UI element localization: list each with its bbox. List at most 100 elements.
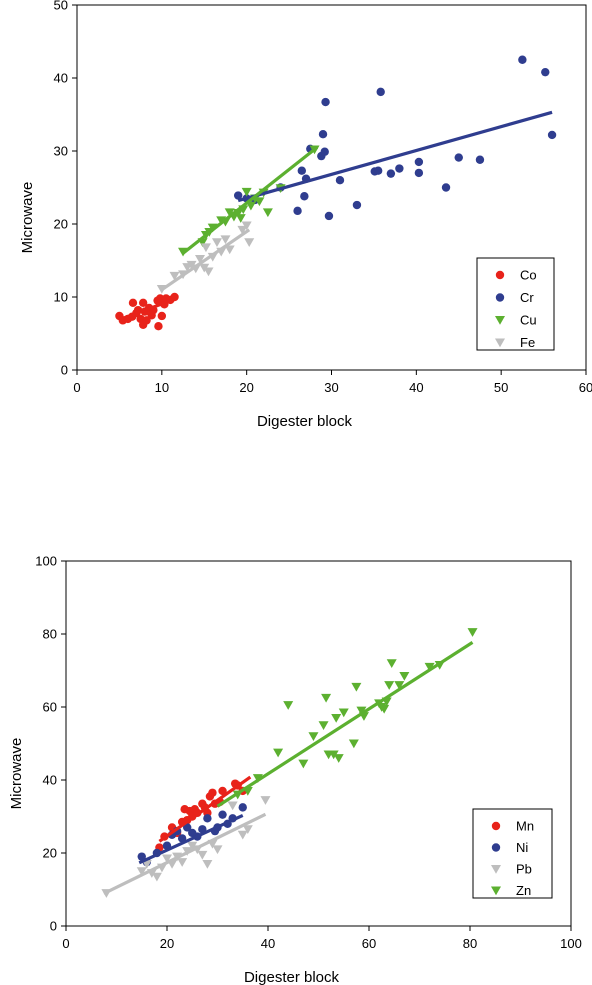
legend-marker-ni	[491, 843, 501, 852]
data-point	[177, 858, 188, 867]
data-point	[379, 704, 390, 714]
data-point	[224, 245, 235, 255]
trend-line-cu	[181, 146, 319, 256]
series-co	[115, 292, 179, 331]
legend-box	[476, 257, 555, 351]
legend-marker-co	[495, 270, 505, 280]
x-tick-label: 80	[463, 936, 477, 951]
x-axis-label: Digester block	[244, 969, 340, 985]
data-point	[218, 810, 227, 819]
legend-marker-zn	[491, 886, 501, 896]
data-point	[211, 238, 222, 247]
data-point	[208, 788, 217, 797]
data-point	[187, 841, 198, 851]
plot-area	[115, 55, 557, 331]
data-point	[233, 191, 243, 200]
data-point	[424, 662, 435, 672]
legend-label-co: Co	[520, 268, 537, 283]
y-tick-label: 10	[54, 290, 68, 305]
trend-line-pb	[103, 812, 267, 895]
y-tick-label: 60	[43, 700, 57, 715]
data-point	[242, 825, 253, 835]
trend-line-co	[118, 297, 176, 322]
data-point	[328, 750, 339, 760]
data-point	[386, 659, 397, 668]
y-tick-label: 40	[54, 71, 68, 86]
y-tick-label: 100	[35, 554, 57, 569]
trend-line-zn	[216, 641, 474, 808]
data-point	[394, 681, 405, 690]
data-point	[203, 267, 214, 277]
y-tick-label: 50	[54, 0, 68, 13]
legend-label-cr: Cr	[520, 290, 534, 305]
data-point	[356, 706, 367, 716]
data-point	[151, 872, 162, 882]
data-point	[224, 208, 235, 218]
data-point	[203, 814, 212, 823]
y-tick-label: 80	[43, 627, 57, 642]
data-point	[475, 155, 485, 164]
data-point	[241, 221, 252, 231]
legend-label-pb: Pb	[516, 862, 532, 877]
data-point	[142, 316, 151, 325]
plot-frame	[65, 560, 572, 927]
data-point	[318, 721, 329, 730]
x-tick-label: 60	[579, 380, 592, 395]
data-point	[308, 732, 319, 741]
data-point	[200, 243, 211, 253]
legend: Co Cr Cu Fe	[476, 257, 555, 351]
x-tick-label: 50	[494, 380, 508, 395]
x-axis-label: Digester block	[257, 413, 353, 430]
data-point	[338, 708, 349, 718]
data-point	[273, 748, 284, 758]
data-point	[241, 187, 252, 197]
x-tick-label: 40	[261, 936, 275, 951]
data-point	[254, 197, 265, 207]
data-point	[348, 739, 359, 749]
data-point	[128, 298, 138, 308]
data-point	[197, 850, 208, 860]
data-point	[399, 671, 410, 681]
data-point	[136, 867, 147, 876]
x-tick-label: 100	[560, 936, 582, 951]
x-tick-label: 20	[160, 936, 174, 951]
data-point	[212, 845, 223, 855]
legend-marker-cr	[495, 293, 505, 302]
x-tick-label: 0	[62, 936, 69, 951]
data-point	[283, 701, 294, 710]
trend-line-fe	[160, 228, 251, 292]
data-point	[262, 208, 273, 218]
legend-label-fe: Fe	[520, 335, 535, 350]
data-point	[414, 168, 424, 178]
data-point	[237, 225, 248, 235]
data-point	[297, 166, 307, 175]
data-point	[321, 693, 332, 703]
y-axis-label: Microwave	[19, 182, 36, 254]
legend-marker-mn	[491, 821, 501, 831]
data-point	[331, 713, 342, 723]
chart-panel-1: 0 10 20 30 40 50 60 0 10 20 30 40 50 Digester block Mi…	[19, 0, 592, 430]
legend-label-cu: Cu	[520, 313, 537, 328]
data-point	[384, 681, 395, 690]
data-point	[541, 67, 550, 77]
data-point	[195, 255, 206, 264]
data-point	[183, 823, 192, 832]
data-point	[237, 830, 248, 840]
data-point	[137, 852, 146, 861]
data-point	[318, 130, 328, 139]
data-point	[155, 294, 165, 303]
data-point	[220, 235, 231, 245]
legend-box	[472, 808, 553, 899]
legend-marker-pb	[491, 865, 501, 874]
data-point	[324, 211, 334, 221]
y-axis-label: Microwave	[8, 738, 25, 810]
data-point	[300, 192, 309, 201]
data-point	[245, 201, 256, 211]
data-point	[235, 214, 246, 223]
legend-label-zn: Zn	[516, 883, 531, 898]
y-tick-label: 0	[61, 363, 68, 378]
data-point	[320, 147, 329, 156]
data-point	[157, 311, 167, 321]
data-point	[162, 854, 172, 864]
